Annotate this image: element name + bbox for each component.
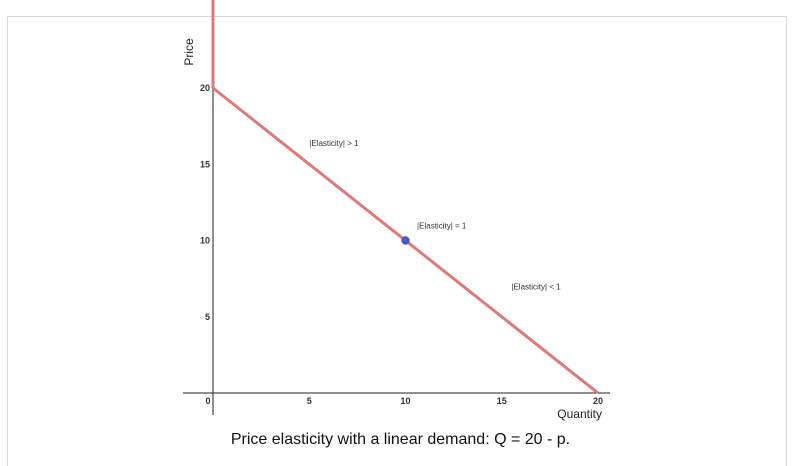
elasticity-annotation: |Elasticity| = 1 [417,221,467,230]
figure-frame [7,16,787,466]
unit-elastic-point [401,236,410,245]
y-tick-label: 5 [205,312,210,322]
x-tick-label: 0 [205,396,210,406]
elasticity-annotation: |Elasticity| < 1 [511,282,561,291]
x-tick-label: 10 [400,396,410,406]
demand-curve [211,0,599,395]
series-layer [211,0,599,395]
y-tick-label: 15 [200,159,210,169]
x-tick-label: 20 [593,396,603,406]
annotations: |Elasticity| > 1 |Elasticity| = 1 |Elastic… [309,139,561,291]
y-tick-label: 20 [200,83,210,93]
y-axis-label: Price [182,38,196,66]
x-tick-label: 15 [497,396,507,406]
x-tick-label: 5 [307,396,312,406]
elasticity-annotation: |Elasticity| > 1 [309,139,359,148]
y-tick-label: 10 [200,236,210,246]
tick-labels: 0 5 10 15 20 5 10 15 20 [200,83,603,406]
axes [183,30,610,415]
x-axis-label: Quantity [557,407,602,421]
figure-caption: Price elasticity with a linear demand: Q… [230,431,571,448]
